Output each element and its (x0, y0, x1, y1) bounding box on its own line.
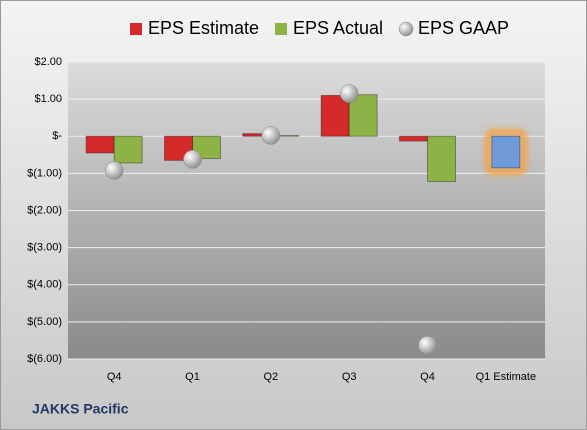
bar (192, 135, 221, 160)
marker (104, 161, 124, 180)
highlight-glow (484, 129, 527, 175)
y-tick-label: $(4.00) (27, 279, 62, 291)
bar (113, 135, 143, 164)
legend-marker (130, 23, 142, 35)
legend-label: EPS Actual (293, 18, 383, 38)
legend-marker (398, 21, 414, 37)
y-tick-label: $(3.00) (27, 242, 62, 254)
bar (427, 135, 456, 183)
marker (183, 150, 202, 169)
marker (261, 126, 281, 145)
y-tick-label: $(2.00) (27, 204, 62, 216)
bar (348, 94, 378, 137)
legend-marker (275, 23, 287, 35)
x-tick-label: Q4 (420, 371, 435, 383)
y-tick-label: $1.00 (34, 93, 62, 105)
x-tick-label: Q1 (185, 371, 200, 383)
x-tick-label: Q4 (107, 371, 122, 383)
x-tick-label: Q1 Estimate (476, 371, 537, 383)
bar (399, 135, 428, 142)
y-tick-label: $2.00 (34, 56, 62, 68)
y-tick-label: $- (52, 130, 62, 142)
y-tick-label: $(1.00) (27, 167, 62, 179)
x-tick-label: Q2 (263, 371, 278, 383)
footer: JAKKS Pacific (32, 401, 129, 417)
bar (85, 135, 115, 154)
x-tick-label: Q3 (342, 371, 357, 383)
legend-label: EPS GAAP (418, 18, 509, 38)
y-tick-label: $(6.00) (27, 353, 62, 365)
marker (339, 84, 359, 103)
y-tick-label: $(5.00) (27, 316, 62, 328)
marker (418, 336, 437, 355)
bar (491, 135, 521, 169)
legend-label: EPS Estimate (148, 18, 259, 38)
